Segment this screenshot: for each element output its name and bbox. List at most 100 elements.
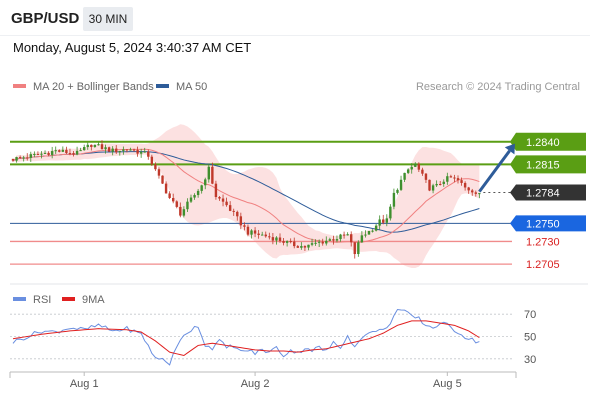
candle-body xyxy=(463,182,467,188)
candle-body xyxy=(172,197,175,202)
resistance-value: 1.2840 xyxy=(526,137,560,149)
candle-body xyxy=(410,166,413,170)
candle-body xyxy=(125,149,129,151)
candle-body xyxy=(435,183,438,186)
candle-body xyxy=(392,192,396,207)
last-price-value: 1.2784 xyxy=(526,188,560,200)
candle-body xyxy=(29,154,32,158)
candle-body xyxy=(150,156,154,165)
candle-body xyxy=(382,219,385,223)
candle-body xyxy=(346,234,349,236)
candle-body xyxy=(18,157,22,159)
candle-body xyxy=(54,150,57,152)
candles xyxy=(11,140,481,259)
candle-body xyxy=(40,153,43,155)
candle-body xyxy=(321,241,324,244)
candle-body xyxy=(261,234,264,236)
candle-body xyxy=(175,201,178,207)
credit-label: Research © 2024 Trading Central xyxy=(416,81,580,93)
pivot-tag xyxy=(510,215,586,232)
candle-body xyxy=(325,240,328,244)
candle-body xyxy=(293,241,296,247)
candle-body xyxy=(428,179,431,191)
rsi-tick-label: 70 xyxy=(524,309,536,321)
candle-body xyxy=(342,234,346,236)
candle-body xyxy=(100,144,104,150)
pivot-value: 1.2750 xyxy=(526,218,560,230)
candle-body xyxy=(154,164,157,170)
candle-body xyxy=(364,234,367,236)
candle-body xyxy=(442,181,445,184)
candle-body xyxy=(417,163,421,170)
level-resistance: 1.2840 xyxy=(10,132,586,151)
candle-body xyxy=(439,183,442,185)
candle-body xyxy=(282,241,285,243)
candle-body xyxy=(264,234,267,237)
candle-body xyxy=(310,243,314,245)
candle-body xyxy=(193,195,196,198)
candle-body xyxy=(61,149,65,152)
candle-body xyxy=(132,149,136,151)
candle-body xyxy=(118,150,121,153)
candle-body xyxy=(317,241,321,243)
candle-body xyxy=(111,148,114,152)
price-legend: MA 20 + Bollinger Bands MA 50 xyxy=(13,81,207,93)
candle-body xyxy=(399,179,403,190)
candle-body xyxy=(378,219,381,226)
candle-body xyxy=(332,239,335,241)
candle-body xyxy=(268,236,271,238)
candle-body xyxy=(314,242,317,244)
ma20-legend-swatch xyxy=(13,84,26,88)
support-value: 1.2730 xyxy=(526,236,560,248)
candle-body xyxy=(115,148,118,153)
timeframe-button[interactable]: 30 MIN xyxy=(83,7,133,31)
candle-body xyxy=(50,151,54,155)
candle-body xyxy=(122,149,125,151)
candle-body xyxy=(449,176,453,178)
candle-body xyxy=(83,147,86,151)
candle-body xyxy=(164,183,168,194)
candle-body xyxy=(278,237,282,242)
candle-body xyxy=(196,190,200,196)
candle-body xyxy=(353,242,356,255)
candle-body xyxy=(33,153,36,155)
candle-body xyxy=(47,152,50,155)
candle-body xyxy=(335,239,339,241)
candle-body xyxy=(414,163,417,167)
level-last_price: 1.2784 xyxy=(483,184,586,201)
candle-body xyxy=(421,169,424,174)
candle-body xyxy=(385,218,388,223)
resistance-tag xyxy=(510,132,586,151)
x-tick-label: Aug 2 xyxy=(241,378,270,390)
symbol-label: GBP/USD xyxy=(11,10,80,27)
candle-body xyxy=(467,187,470,191)
level-support: 1.2730 xyxy=(10,236,560,248)
candle-body xyxy=(446,176,449,182)
candle-body xyxy=(107,147,111,152)
candle-body xyxy=(289,241,292,243)
projection-arrow-shaft xyxy=(478,149,511,193)
candle-body xyxy=(300,246,303,248)
last-price-tag xyxy=(510,184,586,201)
candle-body xyxy=(11,158,15,161)
candle-body xyxy=(179,206,182,216)
candle-body xyxy=(93,144,97,147)
candle-body xyxy=(228,205,232,211)
candle-body xyxy=(136,149,139,154)
x-tick-label: Aug 5 xyxy=(433,378,462,390)
candle-body xyxy=(328,239,332,241)
candle-body xyxy=(65,149,68,154)
rsi-ma-legend-label: 9MA xyxy=(82,294,105,306)
candle-body xyxy=(371,230,374,232)
candle-body xyxy=(225,201,228,206)
candle-body xyxy=(26,157,29,159)
candle-body xyxy=(367,231,371,235)
candle-body xyxy=(232,210,235,212)
candle-body xyxy=(275,237,278,241)
ma20-line xyxy=(12,148,480,243)
level-support: 1.2705 xyxy=(10,259,560,271)
rsi-tick-label: 50 xyxy=(524,332,536,344)
candle-body xyxy=(211,166,214,184)
candle-body xyxy=(86,144,89,148)
